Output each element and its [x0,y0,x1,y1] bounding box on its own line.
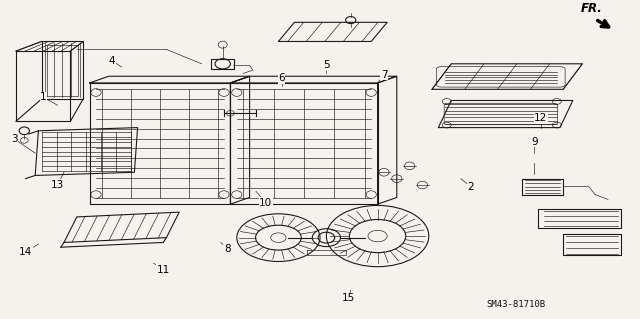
Text: 7: 7 [381,70,387,80]
Text: 15: 15 [342,293,355,303]
Text: 2: 2 [467,182,474,192]
Ellipse shape [368,230,387,242]
Text: 4: 4 [109,56,115,66]
Text: 3: 3 [11,134,17,144]
Ellipse shape [271,233,286,242]
Text: 12: 12 [534,113,547,123]
Text: 9: 9 [531,137,538,147]
Text: 8: 8 [224,244,230,254]
Text: SM43-81710B: SM43-81710B [486,300,545,309]
Text: 13: 13 [51,180,64,190]
Text: 1: 1 [40,92,47,102]
Text: 11: 11 [157,264,170,275]
Text: 14: 14 [19,247,32,257]
Text: 6: 6 [278,73,285,83]
Text: 10: 10 [259,197,272,208]
Text: 5: 5 [323,60,330,70]
Text: FR.: FR. [581,2,603,15]
